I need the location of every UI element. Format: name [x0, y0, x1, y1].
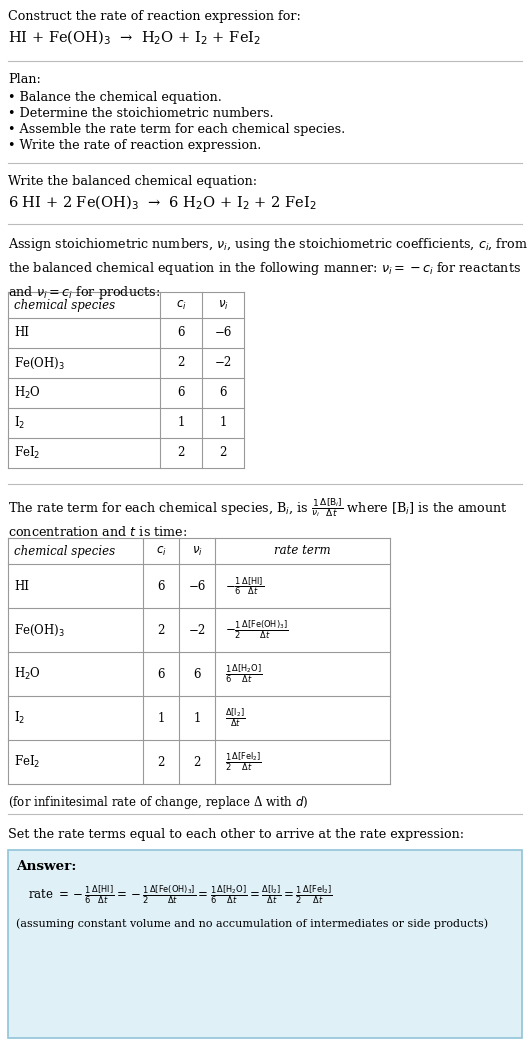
Text: 1: 1 — [157, 711, 165, 725]
Text: (assuming constant volume and no accumulation of intermediates or side products): (assuming constant volume and no accumul… — [16, 918, 488, 929]
Text: 2: 2 — [193, 755, 201, 769]
Text: 1: 1 — [219, 416, 227, 430]
Text: 2: 2 — [157, 623, 165, 637]
Text: $c_i$: $c_i$ — [156, 545, 166, 558]
Text: 6: 6 — [219, 387, 227, 400]
Bar — [8, 850, 522, 1038]
Text: (for infinitesimal rate of change, replace Δ with $d$): (for infinitesimal rate of change, repla… — [8, 794, 308, 811]
Text: • Assemble the rate term for each chemical species.: • Assemble the rate term for each chemic… — [8, 123, 345, 136]
Text: 6: 6 — [157, 579, 165, 592]
Text: I$_2$: I$_2$ — [14, 415, 25, 431]
Text: 6: 6 — [177, 387, 185, 400]
Text: • Determine the stoichiometric numbers.: • Determine the stoichiometric numbers. — [8, 107, 273, 120]
Text: $\frac{\Delta[\mathrm{I_2}]}{\Delta t}$: $\frac{\Delta[\mathrm{I_2}]}{\Delta t}$ — [225, 707, 245, 729]
Text: 2: 2 — [178, 357, 184, 369]
Text: chemical species: chemical species — [14, 545, 115, 558]
Text: −6: −6 — [214, 326, 232, 340]
Text: rate $= -\frac{1}{6}\frac{\Delta[\mathrm{HI}]}{\Delta t} = -\frac{1}{2}\frac{\De: rate $= -\frac{1}{6}\frac{\Delta[\mathrm… — [28, 884, 333, 907]
Text: 1: 1 — [178, 416, 184, 430]
Text: 2: 2 — [178, 447, 184, 459]
Text: HI: HI — [14, 326, 29, 340]
Text: $-\frac{1}{6}\frac{\Delta[\mathrm{HI}]}{\Delta t}$: $-\frac{1}{6}\frac{\Delta[\mathrm{HI}]}{… — [225, 575, 264, 597]
Text: Answer:: Answer: — [16, 860, 76, 873]
Text: FeI$_2$: FeI$_2$ — [14, 445, 40, 461]
Text: Write the balanced chemical equation:: Write the balanced chemical equation: — [8, 175, 257, 188]
Text: 6: 6 — [177, 326, 185, 340]
Text: $\frac{1}{6}\frac{\Delta[\mathrm{H_2O}]}{\Delta t}$: $\frac{1}{6}\frac{\Delta[\mathrm{H_2O}]}… — [225, 663, 262, 685]
Text: −6: −6 — [188, 579, 206, 592]
Text: Plan:: Plan: — [8, 73, 41, 86]
Text: FeI$_2$: FeI$_2$ — [14, 754, 40, 770]
Text: 6: 6 — [193, 667, 201, 681]
Text: 6 HI + 2 Fe(OH)$_3$  →  6 H$_2$O + I$_2$ + 2 FeI$_2$: 6 HI + 2 Fe(OH)$_3$ → 6 H$_2$O + I$_2$ +… — [8, 194, 317, 212]
Text: HI: HI — [14, 579, 29, 592]
Text: $\frac{1}{2}\frac{\Delta[\mathrm{FeI_2}]}{\Delta t}$: $\frac{1}{2}\frac{\Delta[\mathrm{FeI_2}]… — [225, 751, 262, 773]
Text: −2: −2 — [188, 623, 206, 637]
Text: $\nu_i$: $\nu_i$ — [191, 545, 202, 558]
Text: H$_2$O: H$_2$O — [14, 385, 41, 401]
Text: Fe(OH)$_3$: Fe(OH)$_3$ — [14, 356, 65, 370]
Text: HI + Fe(OH)$_3$  →  H$_2$O + I$_2$ + FeI$_2$: HI + Fe(OH)$_3$ → H$_2$O + I$_2$ + FeI$_… — [8, 29, 261, 47]
Text: I$_2$: I$_2$ — [14, 710, 25, 726]
Text: The rate term for each chemical species, B$_i$, is $\frac{1}{\nu_i}\frac{\Delta[: The rate term for each chemical species,… — [8, 496, 508, 540]
Text: Construct the rate of reaction expression for:: Construct the rate of reaction expressio… — [8, 10, 301, 23]
Text: 6: 6 — [157, 667, 165, 681]
Text: 2: 2 — [219, 447, 227, 459]
Text: 2: 2 — [157, 755, 165, 769]
Text: chemical species: chemical species — [14, 298, 115, 312]
Text: $c_i$: $c_i$ — [175, 298, 187, 312]
Text: H$_2$O: H$_2$O — [14, 666, 41, 682]
Text: • Write the rate of reaction expression.: • Write the rate of reaction expression. — [8, 139, 261, 152]
Text: rate term: rate term — [274, 545, 331, 558]
Text: • Balance the chemical equation.: • Balance the chemical equation. — [8, 91, 222, 104]
Text: Fe(OH)$_3$: Fe(OH)$_3$ — [14, 622, 65, 638]
Text: Assign stoichiometric numbers, $\nu_i$, using the stoichiometric coefficients, $: Assign stoichiometric numbers, $\nu_i$, … — [8, 236, 528, 301]
Text: $-\frac{1}{2}\frac{\Delta[\mathrm{Fe(OH)_3}]}{\Delta t}$: $-\frac{1}{2}\frac{\Delta[\mathrm{Fe(OH)… — [225, 619, 288, 641]
Text: Set the rate terms equal to each other to arrive at the rate expression:: Set the rate terms equal to each other t… — [8, 828, 464, 841]
Text: $\nu_i$: $\nu_i$ — [218, 298, 228, 312]
Text: −2: −2 — [214, 357, 232, 369]
Text: 1: 1 — [193, 711, 201, 725]
